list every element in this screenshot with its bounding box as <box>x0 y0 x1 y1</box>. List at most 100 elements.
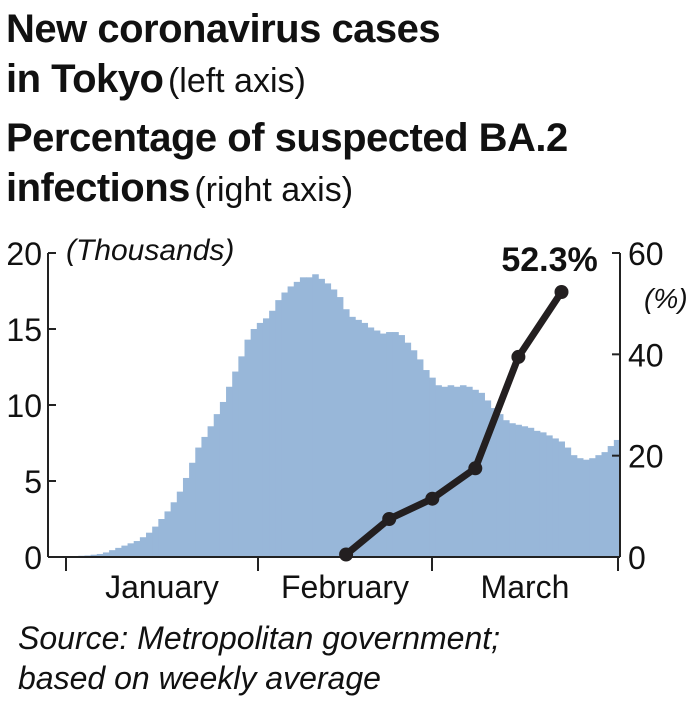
case-bar <box>589 458 596 557</box>
case-bar <box>293 281 301 557</box>
case-bar <box>275 300 282 557</box>
case-bar <box>503 420 510 557</box>
case-bar <box>133 541 141 557</box>
case-bar <box>324 283 332 557</box>
right-tick-label: 20 <box>628 439 664 475</box>
case-bar <box>232 371 239 557</box>
month-label: February <box>281 569 409 605</box>
right-tick-label: 40 <box>628 337 664 373</box>
case-bar <box>429 377 436 557</box>
case-bar <box>176 491 184 557</box>
title-line-4-note: (right axis) <box>194 171 354 209</box>
case-bar <box>367 327 375 557</box>
case-bar <box>496 414 504 557</box>
case-bar <box>459 385 467 557</box>
case-bar <box>607 446 615 557</box>
case-bar <box>127 543 135 557</box>
ba2-point <box>554 285 569 299</box>
left-tick-label: 10 <box>6 388 42 424</box>
case-bar <box>447 385 455 557</box>
left-tick-label: 0 <box>24 540 42 576</box>
ba2-point <box>425 491 440 506</box>
ba2-point <box>511 349 526 364</box>
title-line-2-bold: in Tokyo <box>6 57 164 101</box>
ba2-point <box>339 547 354 562</box>
case-bar <box>441 386 449 557</box>
case-bar <box>115 547 122 557</box>
month-label: March <box>481 569 570 605</box>
case-bar <box>96 553 104 557</box>
right-tick-label: 0 <box>628 540 646 576</box>
case-bar <box>256 322 264 557</box>
case-bar <box>515 424 522 557</box>
case-bar <box>226 386 233 557</box>
case-bar <box>349 316 356 557</box>
case-bar <box>238 356 245 557</box>
title-line-4: infections (right axis) <box>6 163 691 222</box>
case-bar <box>102 552 110 557</box>
case-bar <box>509 423 516 557</box>
case-bar <box>355 319 362 557</box>
case-bar <box>195 447 202 557</box>
case-bar <box>90 554 98 557</box>
case-bar <box>552 438 559 557</box>
case-bar <box>404 342 412 557</box>
case-bar <box>546 435 553 557</box>
title-line-2: in Tokyo (left axis) <box>6 54 691 113</box>
case-bar <box>386 332 393 557</box>
ba2-point <box>382 512 397 526</box>
case-bar <box>613 439 621 557</box>
case-bar <box>213 414 221 557</box>
case-bar <box>576 458 584 557</box>
source-line-2: based on weekly average <box>18 660 381 696</box>
case-bar <box>269 310 276 557</box>
case-bar <box>299 277 307 557</box>
case-bar <box>527 427 535 557</box>
case-bar <box>287 286 295 557</box>
case-bar <box>189 462 196 557</box>
chart-title: New coronavirus cases in Tokyo (left axi… <box>6 4 691 222</box>
case-bar <box>281 292 288 557</box>
case-bar <box>146 532 153 557</box>
case-bar <box>478 392 485 557</box>
case-bar <box>398 335 405 557</box>
case-bar <box>262 318 270 557</box>
title-line-3: Percentage of suspected BA.2 <box>6 116 568 160</box>
month-label: January <box>105 569 219 605</box>
title-line-1: New coronavirus cases <box>6 7 441 51</box>
case-bar <box>121 545 128 557</box>
source-line-1: Source: Metropolitan government; <box>18 620 501 656</box>
case-bar <box>533 430 541 557</box>
left-axis-unit-label: (Thousands) <box>66 234 234 267</box>
case-bar <box>244 339 252 557</box>
case-bar <box>361 322 369 557</box>
case-bar <box>558 441 565 557</box>
case-bar <box>435 385 442 557</box>
ba2-point <box>468 461 483 476</box>
case-bar <box>453 386 461 557</box>
case-bar <box>373 330 381 557</box>
title-line-4-bold: infections <box>6 166 190 210</box>
case-bar <box>306 277 313 557</box>
left-tick-label: 5 <box>24 464 42 500</box>
case-bar <box>379 333 387 557</box>
case-bar <box>601 452 609 557</box>
case-bar <box>490 408 498 557</box>
case-bar <box>312 274 319 557</box>
case-bar <box>336 297 344 557</box>
case-bar <box>583 459 590 557</box>
peak-value-label: 52.3% <box>501 241 597 279</box>
case-bar <box>170 502 178 557</box>
case-bar <box>410 350 418 557</box>
left-tick-label: 20 <box>6 236 42 272</box>
case-bar <box>139 537 147 557</box>
case-bar <box>416 359 424 557</box>
case-bar <box>564 447 572 557</box>
case-bar <box>521 426 529 557</box>
case-bar <box>318 278 325 557</box>
case-bar <box>539 432 547 557</box>
case-bar <box>152 526 159 557</box>
source-note: Source: Metropolitan government; based o… <box>18 618 500 698</box>
case-bar <box>164 511 172 557</box>
